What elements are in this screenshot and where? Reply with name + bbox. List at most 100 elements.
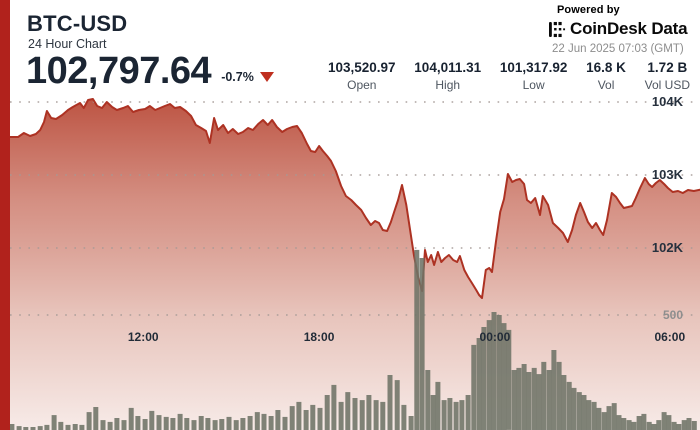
volume-bar: [331, 384, 337, 430]
volume-bar: [476, 338, 482, 430]
coindesk-data-logo[interactable]: CoinDesk Data: [549, 19, 694, 39]
coindesk-logo-icon: [549, 21, 566, 37]
volume-bar: [621, 418, 627, 430]
volume-bar: [359, 400, 365, 430]
volume-bar: [425, 370, 431, 430]
volume-bar: [441, 400, 447, 430]
volume-bar: [9, 424, 15, 430]
volume-bar: [601, 412, 607, 430]
stat-low: 101,317.92 Low: [500, 60, 568, 92]
y-tick-label: 102K: [651, 240, 683, 255]
volume-bar: [408, 416, 414, 430]
price-line: [9, 98, 700, 299]
volume-bar: [656, 420, 662, 430]
volume-bar: [226, 416, 232, 430]
volume-bar: [491, 312, 497, 430]
price-area-fill: [10, 99, 700, 430]
price-row: 102,797.64 -0.7%: [26, 51, 274, 91]
volume-bar: [345, 392, 351, 430]
volume-bar: [72, 424, 78, 430]
volume-bar: [671, 421, 677, 430]
powered-by-block: Powered by CoinDesk Data 22 Jun 2025 07:…: [549, 4, 694, 55]
volume-bar: [310, 404, 316, 430]
down-triangle-icon: [259, 72, 274, 82]
volume-bar: [394, 380, 400, 430]
volume-bar: [626, 420, 632, 430]
stat-vol-value: 16.8 K: [586, 60, 626, 75]
volume-bar: [37, 426, 43, 430]
volume-bar: [65, 424, 71, 430]
stat-vol-usd-value: 1.72 B: [647, 60, 688, 75]
y-tick-label: 104K: [651, 94, 683, 109]
volume-bar: [303, 410, 309, 430]
volume-bar: [23, 427, 29, 430]
chart-timestamp: 22 Jun 2025 07:03 (GMT): [552, 43, 684, 55]
stat-vol-usd: 1.72 B Vol USD: [645, 60, 690, 92]
volume-bar: [651, 424, 657, 430]
volume-bar: [282, 416, 288, 430]
volume-bar: [261, 413, 267, 430]
volume-bar: [93, 407, 99, 430]
volume-bar: [191, 420, 197, 430]
stat-open-label: Open: [347, 78, 377, 92]
volume-bar: [100, 420, 106, 430]
volume-bar: [435, 381, 441, 430]
volume-bar: [511, 370, 517, 430]
volume-bar: [536, 374, 542, 430]
stat-low-value: 101,317.92: [499, 60, 568, 75]
x-tick-label: 12:00: [127, 330, 159, 344]
volume-bar: [128, 407, 134, 430]
stat-open: 103,520.97 Open: [328, 60, 396, 92]
volume-bar: [566, 381, 572, 430]
volume-bar: [198, 416, 204, 430]
volume-bar: [596, 407, 602, 430]
volume-bar: [338, 401, 344, 430]
volume-bar: [44, 424, 50, 430]
volume-bar: [30, 427, 36, 430]
volume-bar: [233, 420, 239, 430]
volume-bar: [430, 395, 436, 430]
volume-bar: [401, 404, 407, 430]
volume-bar: [373, 400, 379, 430]
volume-bar: [465, 395, 471, 430]
volume-bar: [447, 398, 453, 430]
volume-bar: [177, 413, 183, 430]
volume-bar: [646, 421, 652, 430]
volume-bar: [481, 327, 487, 430]
stat-high-label: High: [435, 78, 461, 92]
powered-by-label: Powered by: [557, 4, 620, 16]
volume-bar: [289, 406, 295, 430]
volume-bar: [666, 415, 672, 430]
volume-bar: [156, 415, 162, 430]
volume-bar: [212, 420, 218, 430]
volume-bar: [79, 424, 85, 430]
price-change-percent: -0.7%: [221, 70, 254, 84]
volume-bar: [459, 400, 465, 430]
volume-bar: [296, 401, 302, 430]
volume-bar: [521, 364, 527, 430]
volume-bar: [501, 323, 507, 430]
volume-bar: [51, 415, 57, 430]
coindesk-logo-text: CoinDesk Data: [570, 19, 688, 38]
y-tick-label: 103K: [651, 167, 683, 182]
volume-bar: [541, 361, 547, 430]
volume-bar: [616, 415, 622, 430]
volume-bar: [636, 416, 642, 430]
volume-bar: [611, 403, 617, 430]
volume-bar: [205, 418, 211, 430]
ohlc-stats-row: 103,520.97 Open 104,011.31 High 101,317.…: [328, 60, 690, 92]
volume-bar: [681, 420, 687, 430]
x-tick-label: 18:00: [303, 330, 335, 344]
volume-bar: [419, 258, 425, 430]
volume-bar: [352, 398, 358, 430]
volume-bar: [58, 421, 64, 430]
volume-bar: [691, 421, 697, 430]
symbol-title: BTC-USD: [27, 11, 128, 36]
volume-bar: [121, 420, 127, 430]
volume-bar: [661, 412, 667, 430]
volume-bar: [114, 418, 120, 430]
volume-bar: [581, 395, 587, 430]
chart-subtitle: 24 Hour Chart: [28, 37, 107, 51]
volume-bar: [240, 418, 246, 430]
